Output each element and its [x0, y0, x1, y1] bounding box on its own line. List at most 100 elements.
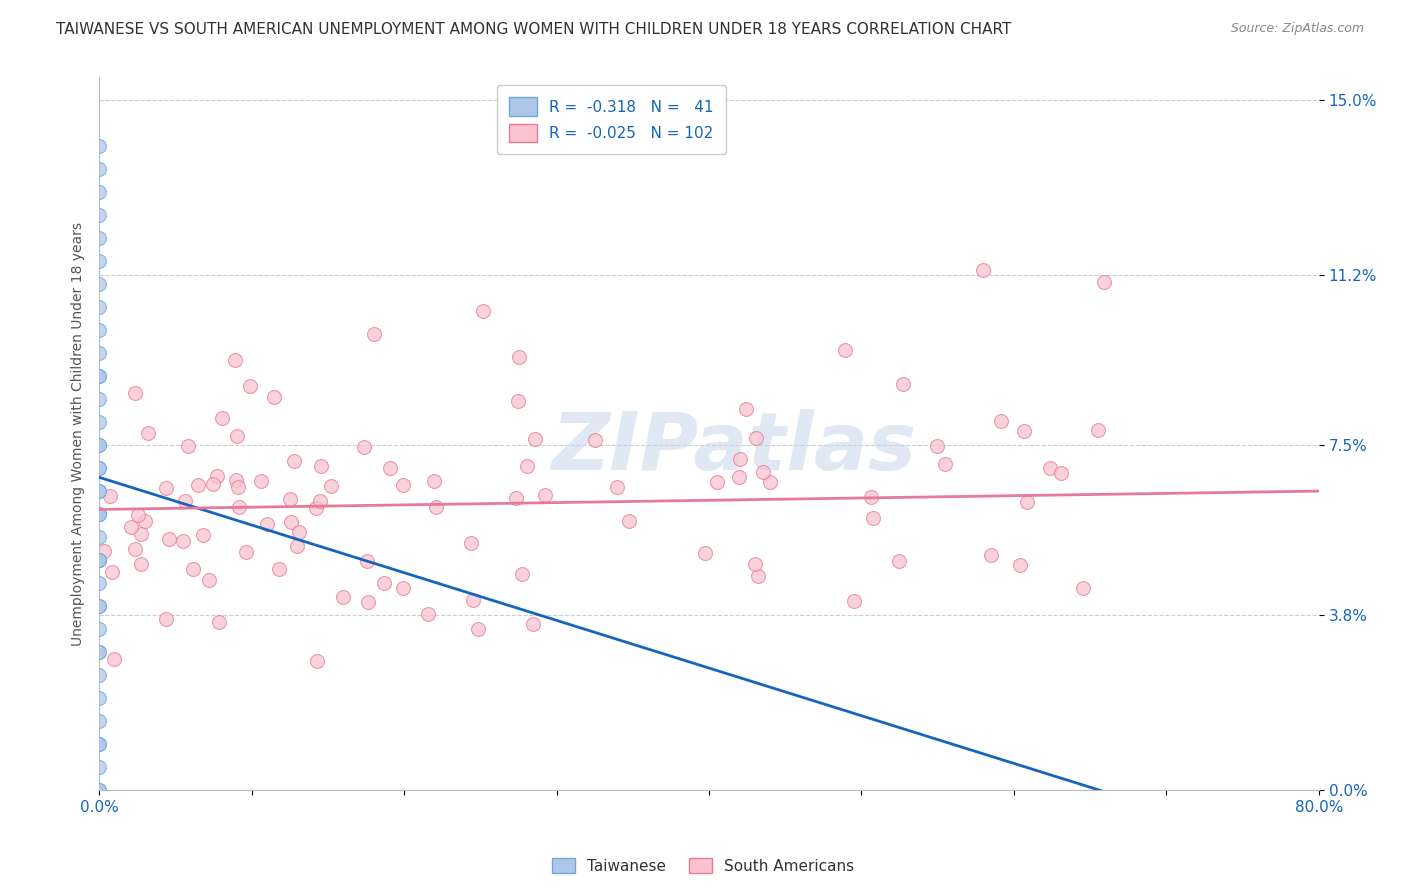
Point: [891, 376, 914, 391]
Point: [378, 461, 401, 475]
Point: [510, 567, 533, 582]
Point: [89, 782, 111, 797]
Point: [606, 480, 628, 494]
Point: [747, 568, 769, 582]
Point: [89, 461, 111, 475]
Point: [89, 231, 111, 245]
Point: [363, 327, 385, 342]
Text: Source: ZipAtlas.com: Source: ZipAtlas.com: [1230, 22, 1364, 36]
Point: [89, 484, 111, 499]
Point: [392, 477, 415, 491]
Point: [472, 304, 495, 318]
Point: [120, 520, 142, 534]
Point: [98, 489, 121, 503]
Point: [934, 458, 956, 472]
Point: [353, 440, 375, 454]
Point: [461, 593, 484, 607]
Point: [332, 590, 354, 604]
Point: [728, 470, 751, 484]
Point: [129, 527, 152, 541]
Point: [225, 473, 247, 487]
Point: [187, 478, 209, 492]
Point: [980, 548, 1002, 562]
Point: [89, 208, 111, 222]
Point: [225, 429, 247, 443]
Point: [925, 438, 948, 452]
Point: [1014, 424, 1036, 438]
Point: [89, 484, 111, 499]
Point: [263, 390, 285, 404]
Point: [224, 353, 246, 368]
Point: [198, 573, 221, 587]
Point: [134, 515, 156, 529]
Point: [1092, 275, 1115, 289]
Point: [89, 186, 111, 200]
Point: [1015, 494, 1038, 508]
Point: [89, 737, 111, 751]
Point: [173, 494, 195, 508]
Point: [89, 622, 111, 636]
Point: [136, 425, 159, 440]
Point: [89, 576, 111, 591]
Point: [89, 438, 111, 452]
Point: [693, 546, 716, 560]
Text: ZIPatlas: ZIPatlas: [551, 409, 915, 487]
Point: [89, 530, 111, 544]
Point: [619, 514, 641, 528]
Point: [89, 369, 111, 384]
Point: [1010, 558, 1032, 573]
Point: [172, 534, 194, 549]
Point: [89, 599, 111, 613]
Point: [309, 458, 332, 473]
Point: [228, 500, 250, 514]
Point: [235, 544, 257, 558]
Point: [1039, 461, 1062, 475]
Point: [211, 411, 233, 425]
Point: [416, 607, 439, 621]
Point: [524, 433, 547, 447]
Point: [89, 553, 111, 567]
Point: [508, 394, 530, 409]
Point: [285, 539, 308, 553]
Point: [583, 434, 606, 448]
Point: [89, 139, 111, 153]
Point: [127, 508, 149, 522]
Point: [89, 461, 111, 475]
Point: [752, 466, 775, 480]
Point: [89, 369, 111, 384]
Point: [89, 346, 111, 360]
Point: [89, 553, 111, 567]
Point: [89, 668, 111, 682]
Point: [516, 458, 538, 473]
Point: [990, 414, 1012, 428]
Point: [208, 615, 231, 629]
Point: [834, 343, 856, 357]
Point: [862, 511, 884, 525]
Legend: Taiwanese, South Americans: Taiwanese, South Americans: [546, 852, 860, 880]
Point: [505, 491, 527, 505]
Point: [392, 581, 415, 595]
Point: [319, 479, 342, 493]
Point: [89, 507, 111, 521]
Point: [250, 475, 273, 489]
Point: [101, 566, 124, 580]
Point: [288, 524, 311, 539]
Point: [1087, 423, 1109, 437]
Point: [89, 714, 111, 728]
Point: [1071, 581, 1094, 595]
Point: [89, 599, 111, 613]
Point: [124, 542, 146, 557]
Point: [1049, 467, 1071, 481]
Point: [89, 782, 111, 797]
Point: [89, 254, 111, 268]
Point: [373, 575, 395, 590]
Point: [860, 490, 883, 504]
Point: [155, 481, 177, 495]
Point: [280, 515, 302, 529]
Point: [89, 392, 111, 406]
Y-axis label: Unemployment Among Women with Children Under 18 years: Unemployment Among Women with Children U…: [72, 221, 86, 646]
Point: [205, 469, 228, 483]
Point: [744, 557, 766, 571]
Point: [256, 517, 278, 532]
Point: [706, 475, 728, 489]
